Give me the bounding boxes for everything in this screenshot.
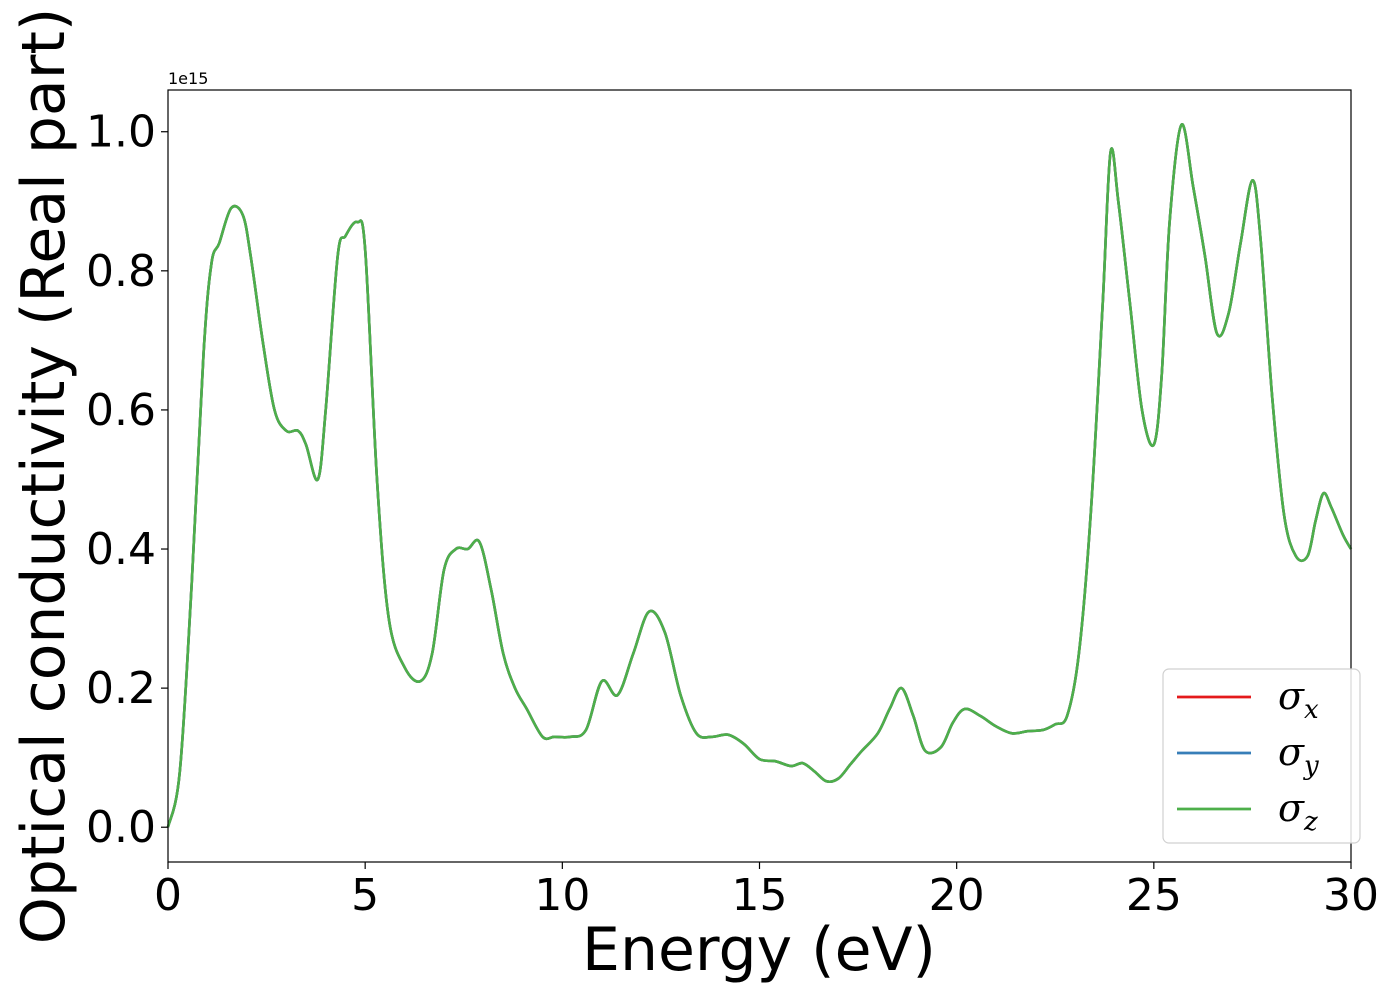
x-tick-label: 10 xyxy=(534,870,590,921)
x-axis-ticks: 0 5 10 15 20 25 30 xyxy=(154,862,1379,921)
legend-label-y: σy xyxy=(1278,730,1319,781)
x-axis-title: Energy (eV) xyxy=(582,915,936,985)
series-layer xyxy=(166,123,1353,828)
legend-label-z: σz xyxy=(1278,786,1318,837)
x-tick-label: 15 xyxy=(732,870,788,921)
x-tick-label: 5 xyxy=(351,870,379,921)
y-tick-label: 0.2 xyxy=(86,663,156,714)
y-tick-label: 0.6 xyxy=(86,385,156,436)
legend-box xyxy=(1162,668,1361,844)
y-tick-label: 0.0 xyxy=(86,802,156,853)
y-tick-label: 0.8 xyxy=(86,246,156,297)
x-tick-label: 20 xyxy=(929,870,985,921)
y-axis-ticks: 0.0 0.2 0.4 0.6 0.8 1.0 xyxy=(86,107,168,853)
series-line-z xyxy=(166,123,1353,828)
x-tick-label: 25 xyxy=(1126,870,1182,921)
y-offset-label: 1e15 xyxy=(168,69,208,88)
legend-label-x: σx xyxy=(1278,674,1319,725)
x-tick-label: 30 xyxy=(1323,870,1379,921)
x-tick-label: 0 xyxy=(154,870,182,921)
y-tick-label: 0.4 xyxy=(86,524,156,575)
y-tick-label: 1.0 xyxy=(86,107,156,158)
y-axis-title: Optical conductivity (Real part) xyxy=(9,8,79,945)
